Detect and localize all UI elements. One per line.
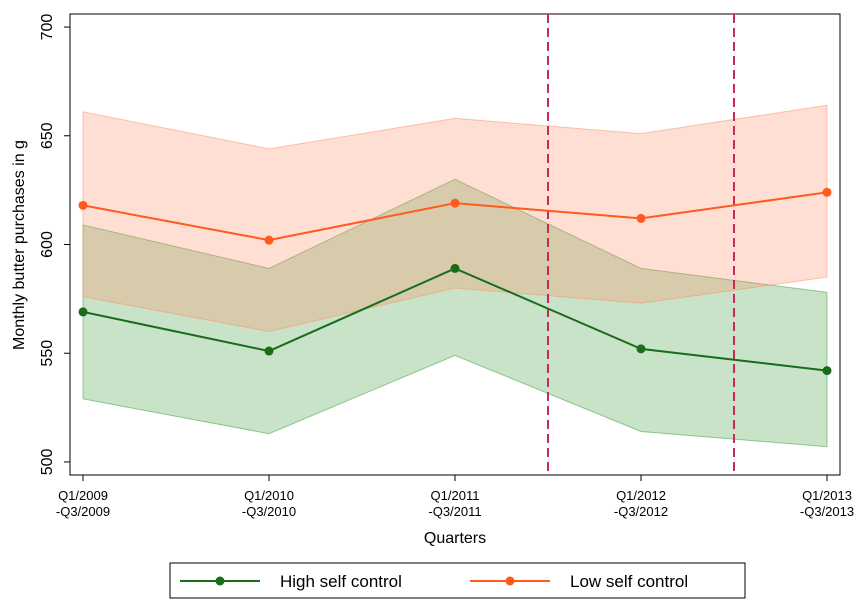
data-point (636, 344, 646, 354)
y-tick-label: 650 (39, 122, 56, 149)
y-tick-label: 500 (39, 449, 56, 476)
data-point (450, 263, 460, 273)
legend-marker (215, 576, 225, 586)
legend-box (169, 562, 746, 599)
x-tick-label: -Q3/2013 (800, 504, 854, 519)
x-tick-label: -Q3/2009 (56, 504, 110, 519)
confidence-band (82, 178, 828, 448)
x-axis-title: Quarters (424, 530, 486, 547)
y-tick-label: 600 (39, 231, 56, 258)
legend-label: Low self control (570, 572, 688, 591)
data-point (264, 346, 274, 356)
x-tick-label: -Q3/2012 (614, 504, 668, 519)
data-point (78, 307, 88, 317)
x-tick-label: Q1/2009 (58, 488, 108, 503)
legend-label: High self control (280, 572, 402, 591)
x-tick-label: -Q3/2011 (428, 504, 481, 519)
legend-marker (505, 576, 515, 586)
data-point (264, 235, 274, 245)
y-tick-label: 700 (39, 14, 56, 41)
data-point (450, 198, 460, 208)
data-point (636, 213, 646, 223)
x-tick-label: Q1/2013 (802, 488, 852, 503)
y-tick-label: 550 (39, 340, 56, 367)
x-tick-label: Q1/2010 (244, 488, 294, 503)
x-tick-label: Q1/2012 (616, 488, 666, 503)
y-axis-title: Monthly butter purchases in g (11, 140, 28, 350)
data-point (78, 200, 88, 210)
data-point (822, 366, 832, 376)
data-point (822, 187, 832, 197)
confidence-band (82, 104, 828, 332)
x-tick-label: Q1/2011 (431, 488, 480, 503)
x-tick-label: -Q3/2010 (242, 504, 296, 519)
